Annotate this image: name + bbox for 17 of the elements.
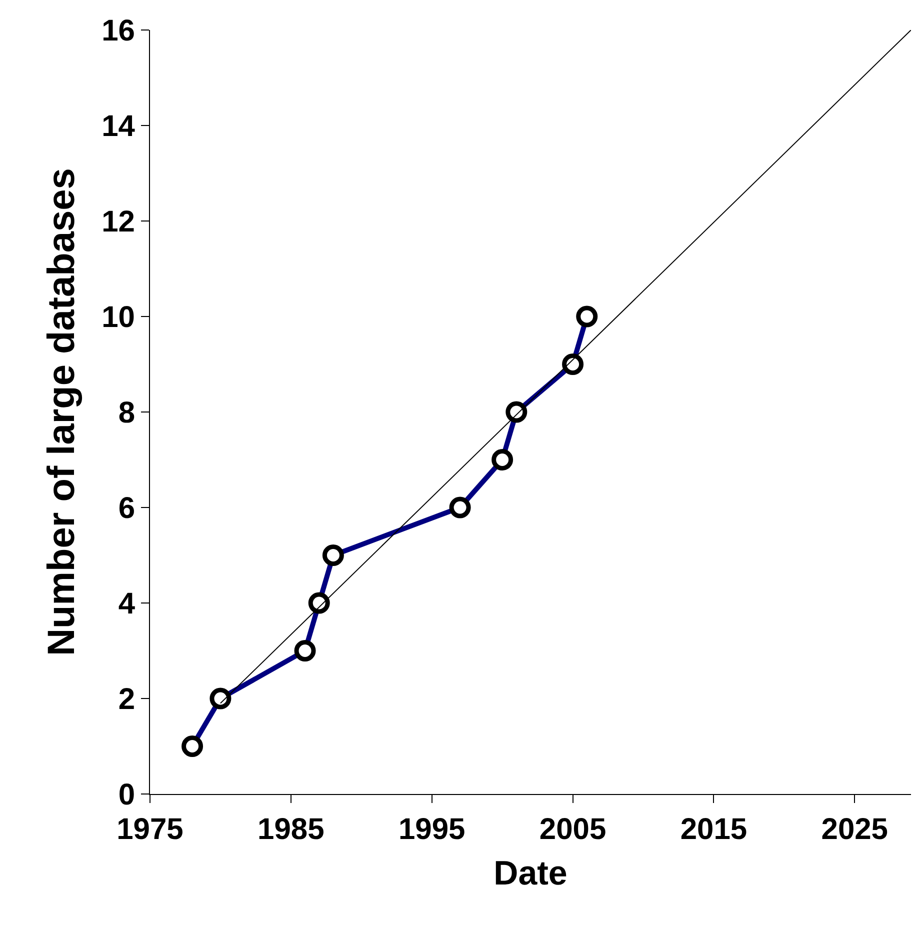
x-tick-label: 1985 xyxy=(258,813,324,846)
y-tick-label: 12 xyxy=(102,206,135,238)
y-tick-label: 6 xyxy=(118,492,135,525)
y-tick-label: 0 xyxy=(118,778,135,812)
x-tick-label: 1975 xyxy=(116,813,184,846)
y-tick-label: 2 xyxy=(118,683,135,716)
x-axis-title: Date xyxy=(494,854,568,892)
x-tick-label: 1995 xyxy=(398,813,466,846)
y-tick-label: 8 xyxy=(118,396,135,430)
y-axis-title: Number of large databases xyxy=(40,168,83,656)
y-tick-label: 14 xyxy=(102,110,136,143)
y-tick-label: 16 xyxy=(102,14,135,48)
y-tick-label: 10 xyxy=(102,301,135,334)
x-tick-label: 2025 xyxy=(821,813,888,846)
x-tick-label: 2005 xyxy=(539,813,606,846)
y-tick-label: 4 xyxy=(118,588,136,620)
x-tick-label: 2015 xyxy=(680,813,748,846)
